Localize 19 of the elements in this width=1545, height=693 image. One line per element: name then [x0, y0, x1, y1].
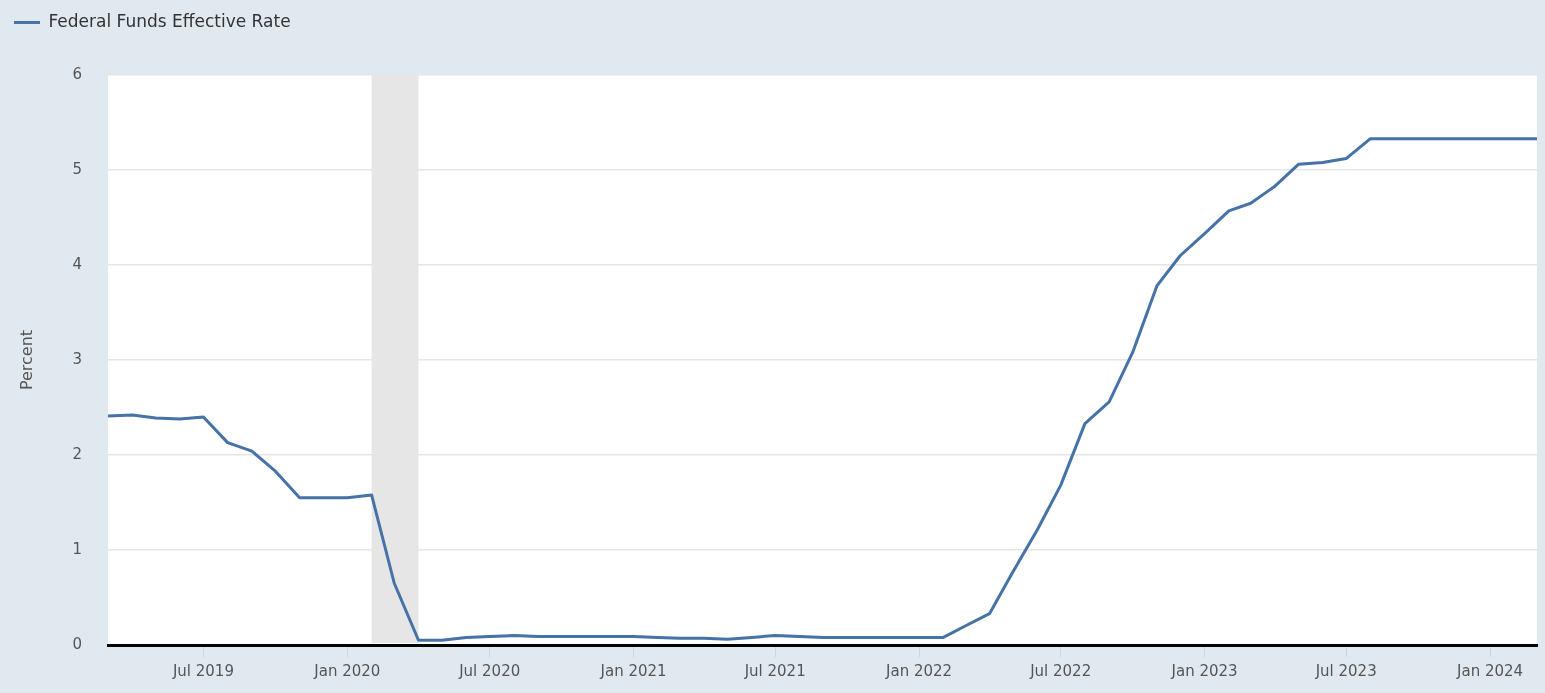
- y-tick-label: 1: [72, 539, 82, 558]
- y-tick-label: 4: [72, 254, 82, 273]
- y-tick-label: 6: [72, 64, 82, 83]
- y-tick-label: 0: [72, 634, 82, 653]
- x-tick-label: Jan 2024: [1456, 661, 1524, 680]
- x-tick-label: Jul 2023: [1314, 661, 1377, 680]
- x-tick-label: Jul 2021: [743, 661, 806, 680]
- x-tick-label: Jan 2022: [885, 661, 953, 680]
- x-tick-label: Jan 2021: [599, 661, 667, 680]
- x-tick-label: Jul 2019: [171, 661, 234, 680]
- y-tick-label: 3: [72, 349, 82, 368]
- y-tick-label: 5: [72, 159, 82, 178]
- x-tick-label: Jul 2022: [1029, 661, 1092, 680]
- x-tick-label: Jan 2020: [313, 661, 381, 680]
- y-axis-title: Percent: [16, 329, 36, 391]
- legend-label: Federal Funds Effective Rate: [48, 10, 291, 31]
- y-tick-label: 2: [72, 444, 82, 463]
- x-tick-label: Jan 2023: [1170, 661, 1238, 680]
- x-tick-label: Jul 2020: [458, 661, 521, 680]
